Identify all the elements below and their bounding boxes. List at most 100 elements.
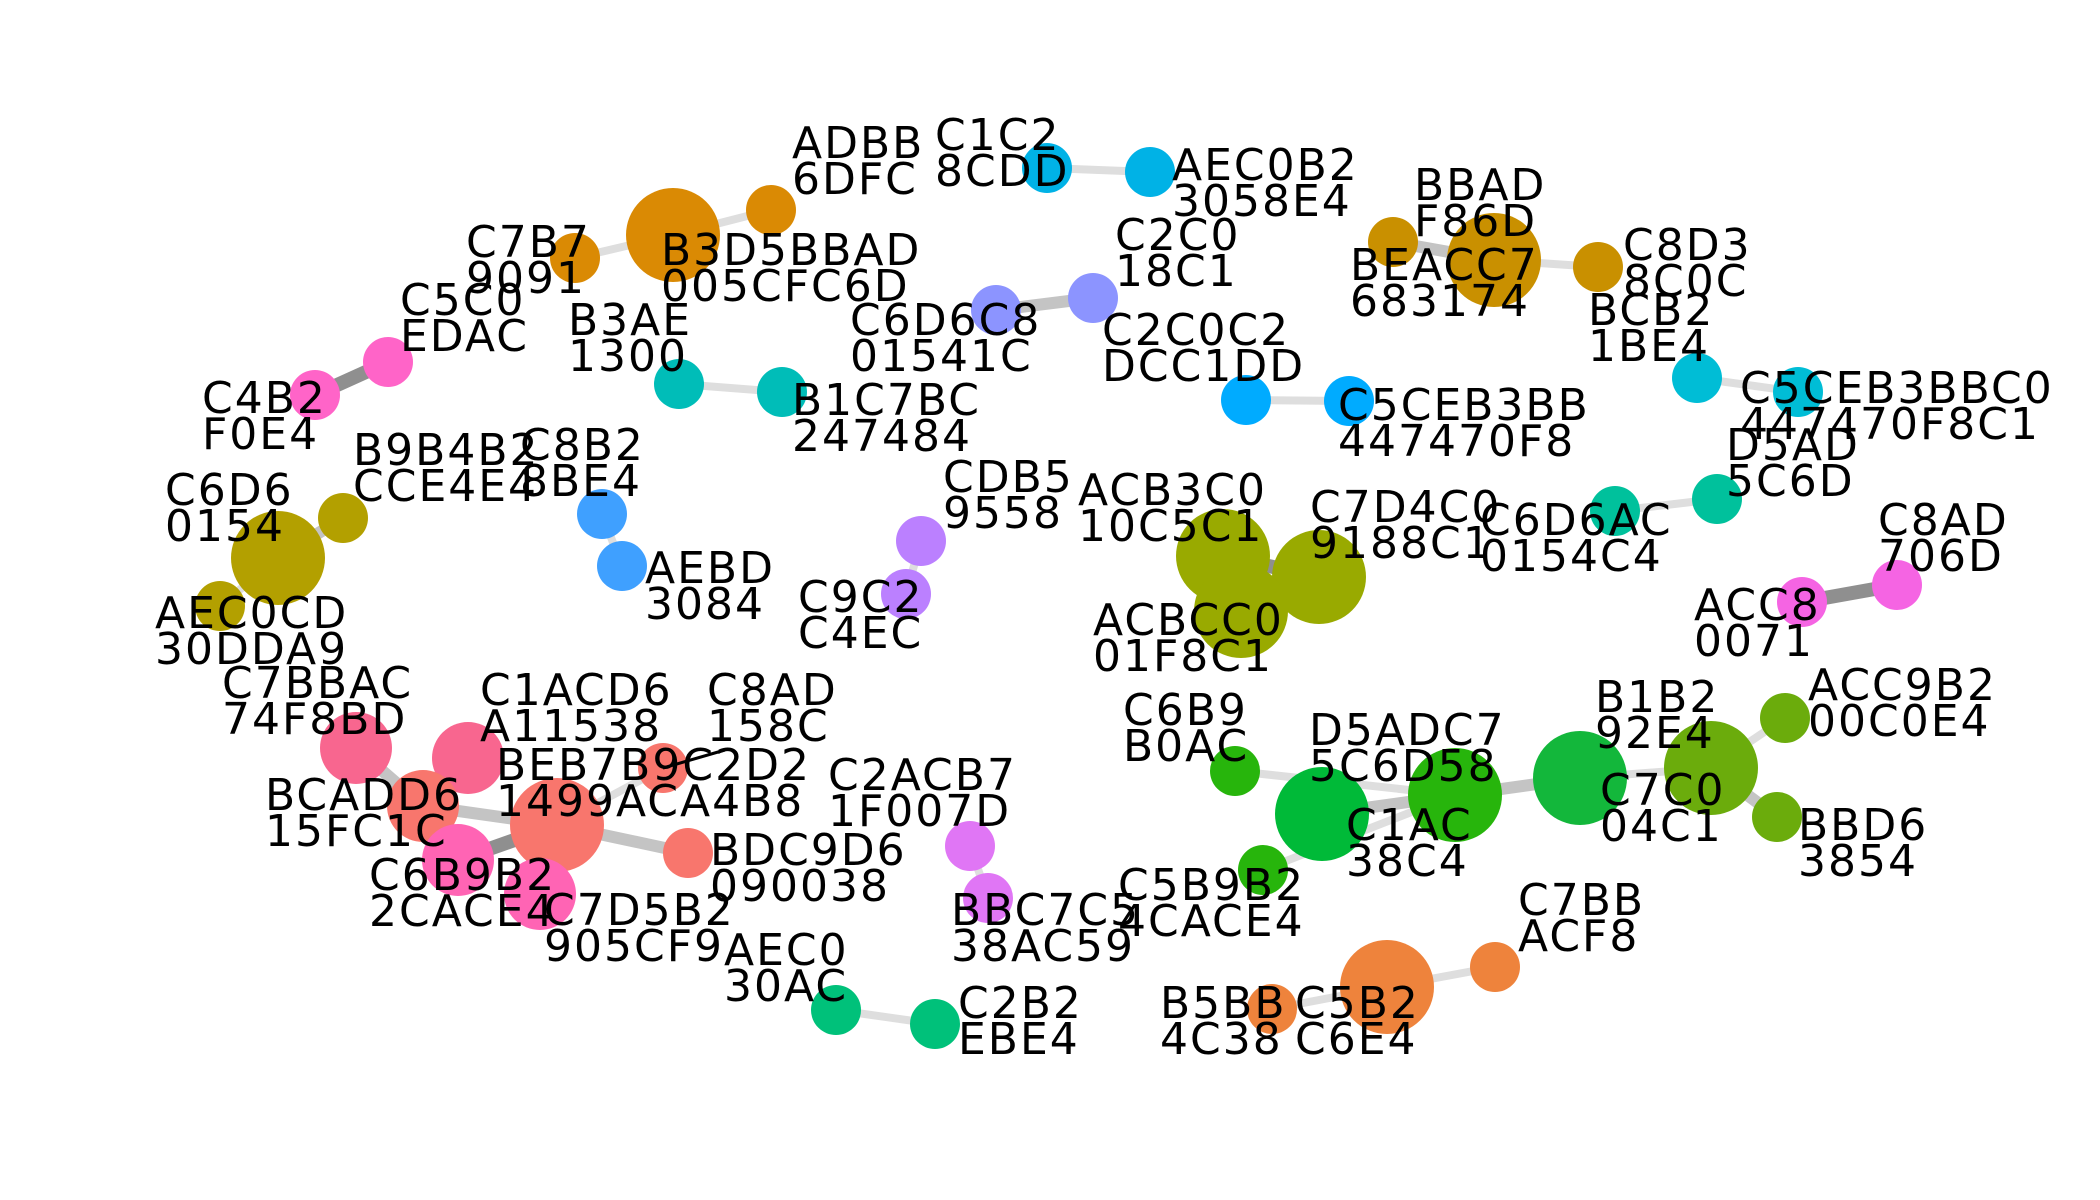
node-label-line: F86D [1414, 196, 1537, 247]
node-n4[interactable] [363, 337, 413, 387]
node-n5[interactable] [290, 370, 340, 420]
node-n31[interactable] [1872, 560, 1922, 610]
node-label-line: C7D5B2 [544, 885, 735, 936]
node-n40[interactable] [504, 858, 576, 930]
node-label-n41: C2ACB7 1F007D [828, 750, 1017, 837]
node-label-line: C2C0 [1115, 210, 1240, 261]
node-n2[interactable] [626, 188, 720, 282]
node-n29[interactable] [1692, 474, 1742, 524]
node-n10[interactable] [971, 285, 1021, 335]
node-n44[interactable] [910, 999, 960, 1049]
node-label-line: 6DFC [792, 154, 918, 205]
node-n6[interactable] [1022, 143, 1072, 193]
node-n46[interactable] [1275, 767, 1369, 861]
node-n15[interactable] [1447, 213, 1541, 307]
node-n49[interactable] [1533, 731, 1627, 825]
node-n16[interactable] [1573, 242, 1623, 292]
node-label-n27: C7D4C0 9188C1 [1310, 482, 1501, 569]
node-label-line: C2B2 [958, 978, 1083, 1029]
node-n1[interactable] [746, 185, 796, 235]
node-n45[interactable] [1210, 746, 1260, 796]
node-label-line: 9188C1 [1310, 518, 1493, 569]
node-n53[interactable] [1470, 942, 1520, 992]
node-n37[interactable] [387, 770, 459, 842]
node-label-n10: C6D6C8 01541C [850, 295, 1041, 382]
node-label-line: ACB3C0 [1078, 465, 1267, 516]
node-label-line: 00C0E4 [1808, 696, 1991, 747]
node-n8[interactable] [654, 359, 704, 409]
node-label-n51: ACC9B2 00C0E4 [1808, 660, 1997, 747]
node-n9[interactable] [757, 367, 807, 417]
node-label-line: BBAD [1414, 160, 1546, 211]
node-n39[interactable] [422, 824, 494, 896]
node-n33[interactable] [320, 712, 392, 784]
node-n23[interactable] [597, 541, 647, 591]
node-label-n36: BEB7B9C2D2 1499ACA4B8 [496, 740, 811, 827]
node-label-line: B9B4B2 [353, 425, 540, 476]
node-label-line: C6E4 [1295, 1014, 1418, 1065]
node-n11[interactable] [1068, 273, 1118, 323]
node-label-line: C7B7 [466, 217, 591, 268]
node-n30[interactable] [1590, 486, 1640, 536]
node-n36[interactable] [510, 778, 604, 872]
node-n12[interactable] [1221, 375, 1271, 425]
node-n41[interactable] [945, 821, 995, 871]
node-label-line: 30AC [724, 961, 848, 1012]
node-label-n16: C8D3 8C0C [1623, 220, 1752, 307]
node-label-line: C5B2 [1295, 978, 1420, 1029]
node-label-n21: AEC0CD 30DDA9 [155, 588, 348, 675]
node-label-line: AEC0 [724, 925, 849, 976]
node-n13[interactable] [1324, 376, 1374, 426]
node-n43[interactable] [811, 985, 861, 1035]
node-n52[interactable] [1752, 792, 1802, 842]
node-n27[interactable] [1272, 530, 1366, 624]
node-label-n43: AEC0 30AC [724, 925, 849, 1012]
node-label-line: 683174 [1350, 276, 1530, 327]
node-n28[interactable] [1194, 564, 1288, 658]
node-n14[interactable] [1368, 217, 1418, 267]
node-n42[interactable] [963, 873, 1013, 923]
node-n55[interactable] [1247, 984, 1297, 1034]
node-label-line: C8B2 [520, 420, 645, 471]
node-n25[interactable] [881, 569, 931, 619]
node-label-n26: ACB3C0 10C5C1 [1078, 465, 1267, 552]
node-n34[interactable] [432, 722, 504, 794]
node-n22[interactable] [577, 489, 627, 539]
node-label-line: 1BE4 [1588, 321, 1710, 372]
node-label-line: 38C4 [1346, 836, 1469, 887]
node-n48[interactable] [1238, 845, 1288, 895]
node-label-line: 706D [1878, 531, 2004, 582]
node-n21[interactable] [195, 581, 245, 631]
node-label-n3: C7B7 9091 [466, 217, 591, 304]
node-n7[interactable] [1125, 147, 1175, 197]
node-label-line: 92E4 [1595, 708, 1715, 759]
node-n51[interactable] [1760, 693, 1810, 743]
label-callout-line [662, 748, 726, 770]
node-n17[interactable] [1672, 353, 1722, 403]
node-label-n37: BCADD6 15FC1C [265, 770, 463, 857]
node-n38[interactable] [663, 828, 713, 878]
node-label-line: C8AD [1878, 495, 2009, 546]
node-label-n8: B3AE 1300 [568, 295, 692, 382]
node-label-line: BEACC7 [1350, 240, 1539, 291]
node-label-n53: C7BB ACF8 [1518, 875, 1645, 962]
node-n54[interactable] [1340, 940, 1434, 1034]
node-label-line: AEC0CD [155, 588, 348, 639]
node-n24[interactable] [896, 516, 946, 566]
node-label-line: C8D3 [1623, 220, 1752, 271]
node-label-line: 01541C [850, 331, 1033, 382]
node-label-line: AEBD [645, 543, 775, 594]
node-n50[interactable] [1664, 721, 1758, 815]
node-n18[interactable] [1773, 367, 1823, 417]
node-label-n30: C6D6AC 0154C4 [1480, 495, 1673, 582]
node-n32[interactable] [1777, 577, 1827, 627]
node-label-line: F0E4 [202, 409, 319, 460]
node-label-line: B5BB [1160, 978, 1287, 1029]
node-n19[interactable] [231, 511, 325, 605]
node-label-line: C2C0C2 [1102, 305, 1290, 356]
node-n20[interactable] [318, 493, 368, 543]
node-label-n13: C5CEB3BB 447470F8 [1338, 380, 1590, 467]
node-n3[interactable] [550, 233, 600, 283]
node-n47[interactable] [1408, 748, 1502, 842]
